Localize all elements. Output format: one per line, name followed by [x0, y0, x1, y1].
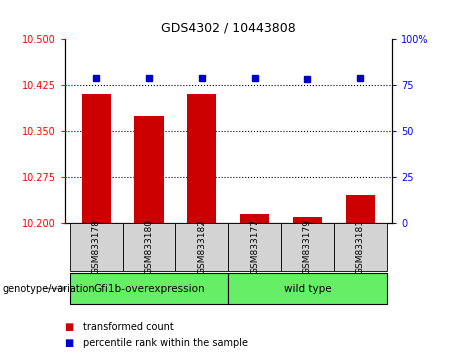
Title: GDS4302 / 10443808: GDS4302 / 10443808 [161, 22, 296, 35]
Text: transformed count: transformed count [83, 322, 174, 332]
Text: percentile rank within the sample: percentile rank within the sample [83, 338, 248, 348]
Text: genotype/variation: genotype/variation [2, 284, 95, 293]
Text: ■: ■ [65, 322, 74, 332]
Text: GSM833182: GSM833182 [197, 219, 207, 274]
FancyBboxPatch shape [70, 223, 123, 271]
Bar [82, 94, 111, 223]
Text: GSM833178: GSM833178 [92, 219, 100, 274]
Text: ■: ■ [65, 338, 74, 348]
FancyBboxPatch shape [228, 223, 281, 271]
Bar [293, 217, 322, 223]
Text: GSM833181: GSM833181 [356, 219, 365, 274]
FancyBboxPatch shape [123, 223, 175, 271]
Text: Gfi1b-overexpression: Gfi1b-overexpression [93, 284, 205, 293]
Bar [135, 116, 164, 223]
Text: GSM833177: GSM833177 [250, 219, 259, 274]
FancyBboxPatch shape [281, 223, 334, 271]
Bar [187, 94, 216, 223]
FancyBboxPatch shape [228, 273, 387, 304]
Text: GSM833180: GSM833180 [144, 219, 154, 274]
Text: GSM833179: GSM833179 [303, 219, 312, 274]
Text: wild type: wild type [284, 284, 331, 293]
FancyBboxPatch shape [70, 273, 228, 304]
Bar [346, 195, 375, 223]
Bar [240, 214, 269, 223]
FancyBboxPatch shape [334, 223, 387, 271]
FancyBboxPatch shape [175, 223, 228, 271]
